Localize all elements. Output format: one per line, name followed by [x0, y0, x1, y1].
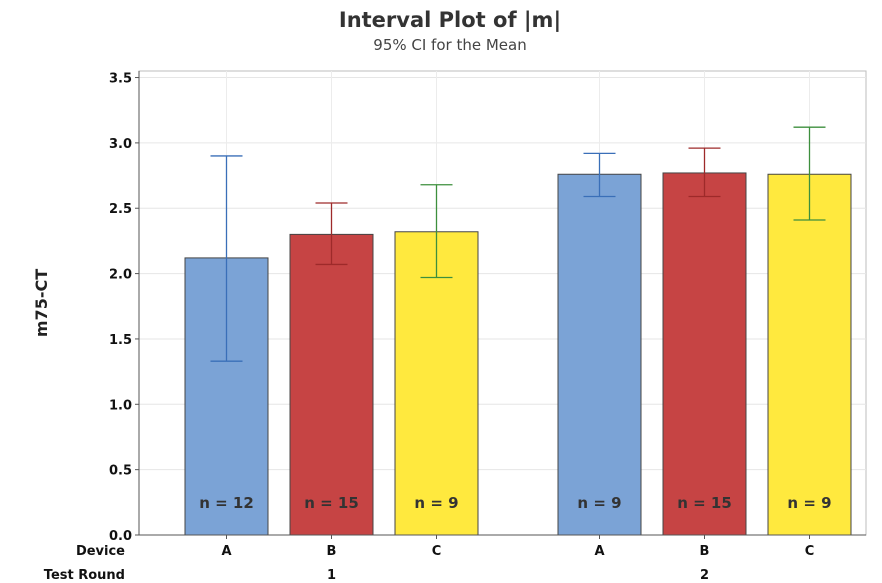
device-tick-label: A — [221, 544, 231, 559]
n-label: n = 9 — [414, 494, 458, 512]
n-label: n = 9 — [787, 494, 831, 512]
chart-title: Interval Plot of |m| — [339, 8, 561, 33]
n-label: n = 9 — [577, 494, 621, 512]
n-label: n = 15 — [677, 494, 732, 512]
chart-subtitle: 95% CI for the Mean — [373, 36, 526, 54]
device-tick-label: A — [594, 544, 604, 559]
round-tick-label: 2 — [700, 568, 709, 583]
device-row-label: Device — [76, 544, 125, 559]
y-tick-label: 2.0 — [109, 268, 132, 283]
bar-1-B — [289, 233, 374, 536]
y-axis-label: m75-CT — [32, 269, 51, 337]
bar-2-B — [662, 172, 747, 536]
y-tick-label: 2.5 — [109, 202, 132, 217]
y-tick-label: 0.5 — [109, 464, 132, 479]
bar-2-C — [767, 173, 852, 536]
y-tick-label: 0.0 — [109, 529, 132, 544]
n-label: n = 15 — [304, 494, 359, 512]
bar-2-A — [557, 173, 642, 536]
y-tick-label: 1.0 — [109, 398, 132, 413]
device-tick-label: C — [432, 544, 442, 559]
device-tick-label: B — [327, 544, 337, 559]
y-tick-label: 3.0 — [109, 137, 132, 152]
device-tick-label: C — [805, 544, 815, 559]
test-round-row-label: Test Round — [44, 568, 125, 583]
device-tick-label: B — [700, 544, 710, 559]
n-label: n = 12 — [199, 494, 254, 512]
y-tick-label: 3.5 — [109, 72, 132, 87]
round-tick-label: 1 — [327, 568, 336, 583]
plot-area: 0.0 0.5 1.0 1.5 2.0 2.5 3.0 3.5 n = 12 An = 15 Bn … — [109, 70, 867, 583]
y-tick-label: 1.5 — [109, 333, 132, 348]
bar-1-C — [394, 231, 479, 536]
